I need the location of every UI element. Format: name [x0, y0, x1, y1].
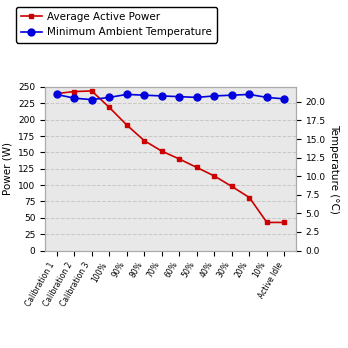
Average Active Power — [282, 220, 286, 224]
Line: Minimum Ambient Temperature: Minimum Ambient Temperature — [53, 91, 288, 103]
Minimum Ambient Temperature — [212, 94, 216, 98]
Average Active Power — [160, 149, 164, 153]
Average Active Power — [265, 220, 269, 224]
Y-axis label: Power (W): Power (W) — [3, 142, 13, 195]
Average Active Power — [142, 139, 146, 143]
Minimum Ambient Temperature — [265, 95, 269, 100]
Minimum Ambient Temperature — [89, 97, 94, 102]
Minimum Ambient Temperature — [55, 92, 59, 96]
Minimum Ambient Temperature — [160, 94, 164, 98]
Average Active Power — [212, 174, 216, 178]
Average Active Power — [230, 184, 234, 189]
Minimum Ambient Temperature — [230, 93, 234, 97]
Minimum Ambient Temperature — [72, 96, 76, 100]
Average Active Power — [89, 89, 94, 93]
Average Active Power — [177, 157, 181, 161]
Average Active Power — [195, 165, 199, 169]
Minimum Ambient Temperature — [125, 92, 129, 96]
Average Active Power — [55, 92, 59, 96]
Y-axis label: Temperature (°C): Temperature (°C) — [330, 124, 340, 214]
Minimum Ambient Temperature — [247, 92, 252, 96]
Minimum Ambient Temperature — [107, 95, 111, 100]
Legend: Average Active Power, Minimum Ambient Temperature: Average Active Power, Minimum Ambient Te… — [16, 7, 217, 42]
Average Active Power — [125, 123, 129, 127]
Average Active Power — [107, 105, 111, 109]
Minimum Ambient Temperature — [177, 95, 181, 99]
Minimum Ambient Temperature — [282, 97, 286, 101]
Line: Average Active Power: Average Active Power — [54, 88, 287, 225]
Minimum Ambient Temperature — [195, 95, 199, 100]
Average Active Power — [72, 89, 76, 94]
Average Active Power — [247, 196, 252, 200]
Minimum Ambient Temperature — [142, 93, 146, 97]
